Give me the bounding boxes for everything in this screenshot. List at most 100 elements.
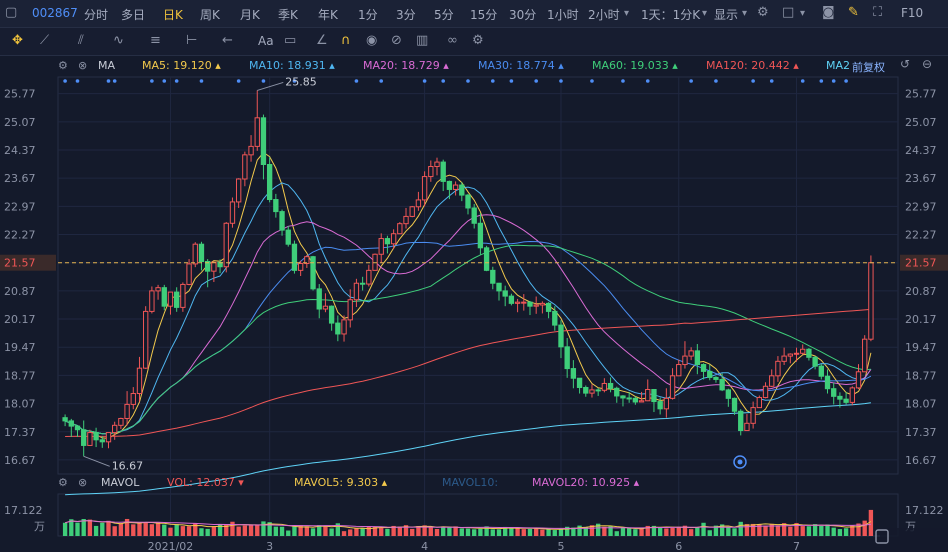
wave-tool-icon[interactable]: ∿ [113,33,124,48]
volume-bar [465,528,471,536]
date-tick-label: 2021/02 [148,540,194,552]
fib-tool-icon[interactable]: ≡ [150,33,161,48]
candle-body [843,398,849,403]
candle-body [446,180,453,190]
chevron-down-icon[interactable]: ▾ [702,8,708,19]
volume-bar [273,526,279,536]
volume-bar [583,527,588,536]
candle-body [68,420,74,427]
volume-bar [391,525,396,536]
layout-icon[interactable]: ▢ [5,5,18,20]
gear-icon[interactable]: ⚙ [58,59,68,72]
crosshair-icon[interactable]: ✥ [12,33,23,48]
candle-body [514,301,521,304]
fullscreen-icon[interactable]: ⛶ [873,5,883,20]
link-icon[interactable]: ∞ [447,33,458,48]
channel-tool-icon[interactable]: ⫽ [78,33,84,48]
minus-icon[interactable]: ⊖ [922,57,933,71]
candle-body [651,388,657,403]
period-tab-1min[interactable]: 1分 [358,8,378,22]
eye-icon[interactable]: ◉ [366,33,378,48]
current-price-tag-left: 21.57 [4,257,36,270]
period-tab-quarter-k[interactable]: 季K [278,8,298,22]
period-tab-duori[interactable]: 多日 [121,8,146,22]
volume-bar [372,526,378,536]
camera-icon[interactable]: ◙ [822,5,835,20]
magnet-icon[interactable]: ∩ [341,33,351,48]
volume-bar [267,522,272,536]
period-tab-1hour[interactable]: 1小时 [547,8,579,22]
fuquan-selector[interactable]: 前复权 [852,59,885,75]
candle-body [601,382,608,391]
comment-icon[interactable]: ▭ [284,33,297,48]
volume-bar [75,522,80,536]
volume-bar [831,527,836,536]
volume-bar [385,528,390,536]
pencil-icon[interactable]: ✎ [848,5,859,20]
trash-icon[interactable]: ▥ [416,33,429,48]
candle-body [403,215,409,225]
f10-button[interactable]: F10 [901,6,924,20]
volume-bar [428,526,433,536]
volume-bar [348,529,353,536]
close-icon[interactable]: ⊗ [78,476,88,489]
checkbox-icon[interactable]: □ [782,5,795,20]
volume-bar [546,529,551,536]
candle-body [477,222,484,249]
volume-bar [174,524,179,536]
period-tab-5min[interactable]: 5分 [434,8,454,22]
volume-bar [577,525,582,536]
event-marker [559,79,563,83]
volume-bar [106,520,111,536]
volume-bar [750,523,756,536]
period-tab-15min[interactable]: 15分 [470,8,498,22]
period-tab-30min[interactable]: 30分 [509,8,537,22]
volume-bar [379,527,384,536]
price-tick-right: 18.07 [905,398,937,411]
volume-bar [719,524,725,536]
display-menu[interactable]: 显示 [714,8,739,22]
period-tab-2hour[interactable]: 2小时 [588,8,620,22]
undo-icon[interactable]: ↺ [900,57,911,71]
period-tab-3min[interactable]: 3分 [396,8,416,22]
chevron-down-icon[interactable]: ▾ [800,8,806,19]
candle-body [502,290,508,297]
candle-body [663,397,670,410]
candle-body [490,269,496,284]
event-marker [490,79,495,83]
date-tick-label: 3 [266,540,273,552]
price-tick-left: 18.77 [4,369,36,382]
volume-bar [589,525,595,536]
close-icon[interactable]: ⊗ [78,59,88,72]
period-tab-month-k[interactable]: 月K [240,8,260,22]
ruler-icon[interactable]: ∠ [316,33,328,48]
volume-bar [341,531,347,536]
volume-bar [143,522,148,536]
arrow-left-icon[interactable]: ← [222,33,233,48]
range-selector[interactable]: 1天：1分K [641,8,701,22]
volume-bar [794,523,799,536]
candle-body [161,287,167,307]
price-tick-right: 24.37 [905,144,937,157]
stock-code[interactable]: 002867 [32,6,78,20]
volume-bar [447,527,452,536]
period-tab-week-k[interactable]: 周K [200,8,220,22]
period-tab-year-k[interactable]: 年K [318,8,338,22]
volume-bar [323,525,328,536]
gear-icon[interactable]: ⚙ [58,476,68,489]
gear-icon[interactable]: ⚙ [757,5,769,20]
period-tab-fenshi[interactable]: 分时 [84,8,109,22]
chevron-down-icon[interactable]: ▾ [624,8,630,19]
candle-body [868,262,874,340]
measure-tool-icon[interactable]: ⊢ [186,33,198,48]
settings-icon[interactable]: ⚙ [472,33,484,48]
chevron-down-icon[interactable]: ▾ [742,8,748,19]
period-tab-day-k[interactable]: 日K [163,8,183,22]
text-tool[interactable]: Aa [258,34,274,48]
candle-body [174,291,180,308]
hide-icon[interactable]: ⊘ [391,33,402,48]
event-marker [150,79,154,83]
line-tool-icon[interactable]: ⟋ [40,33,50,48]
ma-line-ma250 [65,402,871,496]
